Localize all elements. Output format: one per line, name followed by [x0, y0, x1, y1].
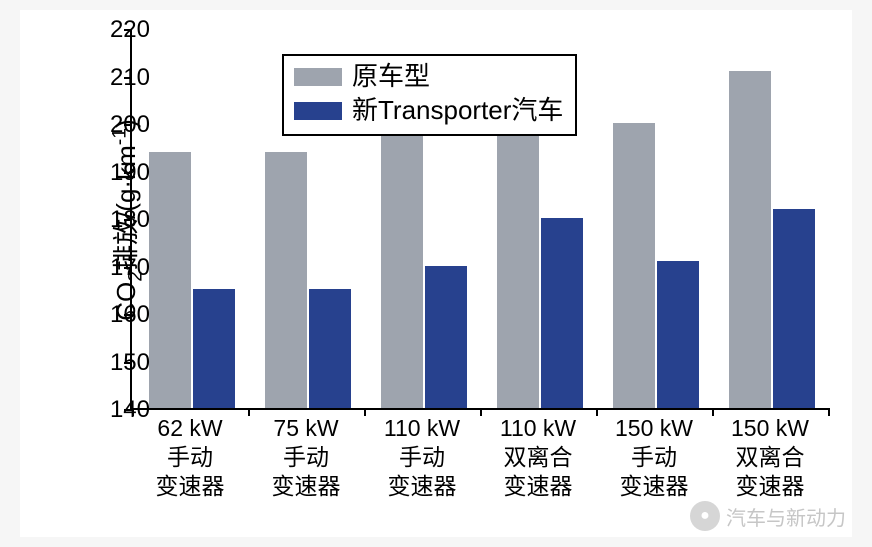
y-tick-label: 220 — [90, 16, 150, 44]
x-category-label: 110 kW双离合变速器 — [480, 414, 596, 500]
bar — [265, 152, 307, 409]
y-tick-label: 210 — [90, 64, 150, 92]
x-tick-mark — [828, 408, 830, 416]
legend-swatch-icon — [294, 102, 342, 120]
legend-swatch-icon — [294, 68, 342, 86]
watermark-text: 汽车与新动力 — [726, 502, 846, 531]
chart-container: CO2排放/(g·km-1) 原车型 新Transporter汽车 ● 汽车与新… — [20, 10, 852, 537]
bar — [613, 123, 655, 408]
watermark-logo-icon: ● — [690, 501, 720, 531]
legend-item-original: 原车型 — [294, 60, 563, 94]
x-category-label: 62 kW手动变速器 — [132, 414, 248, 500]
y-tick-label: 180 — [90, 206, 150, 234]
x-category-label: 110 kW手动变速器 — [364, 414, 480, 500]
bar — [729, 71, 771, 408]
x-category-label: 150 kW双离合变速器 — [712, 414, 828, 500]
bar — [193, 289, 235, 408]
y-tick-label: 160 — [90, 301, 150, 329]
legend: 原车型 新Transporter汽车 — [282, 54, 577, 136]
watermark: ● 汽车与新动力 — [690, 501, 846, 531]
bar — [149, 152, 191, 409]
bar — [425, 266, 467, 409]
y-tick-label: 150 — [90, 349, 150, 377]
legend-label: 原车型 — [352, 60, 430, 94]
legend-label: 新Transporter汽车 — [352, 94, 563, 128]
bar — [657, 261, 699, 408]
bar — [309, 289, 351, 408]
bar — [541, 218, 583, 408]
y-tick-label: 190 — [90, 159, 150, 187]
x-category-label: 150 kW手动变速器 — [596, 414, 712, 500]
y-tick-label: 200 — [90, 111, 150, 139]
legend-item-new: 新Transporter汽车 — [294, 94, 563, 128]
plot-area: 原车型 新Transporter汽车 — [130, 30, 830, 410]
bar — [381, 133, 423, 409]
bar — [773, 209, 815, 409]
y-tick-label: 170 — [90, 254, 150, 282]
x-category-label: 75 kW手动变速器 — [248, 414, 364, 500]
